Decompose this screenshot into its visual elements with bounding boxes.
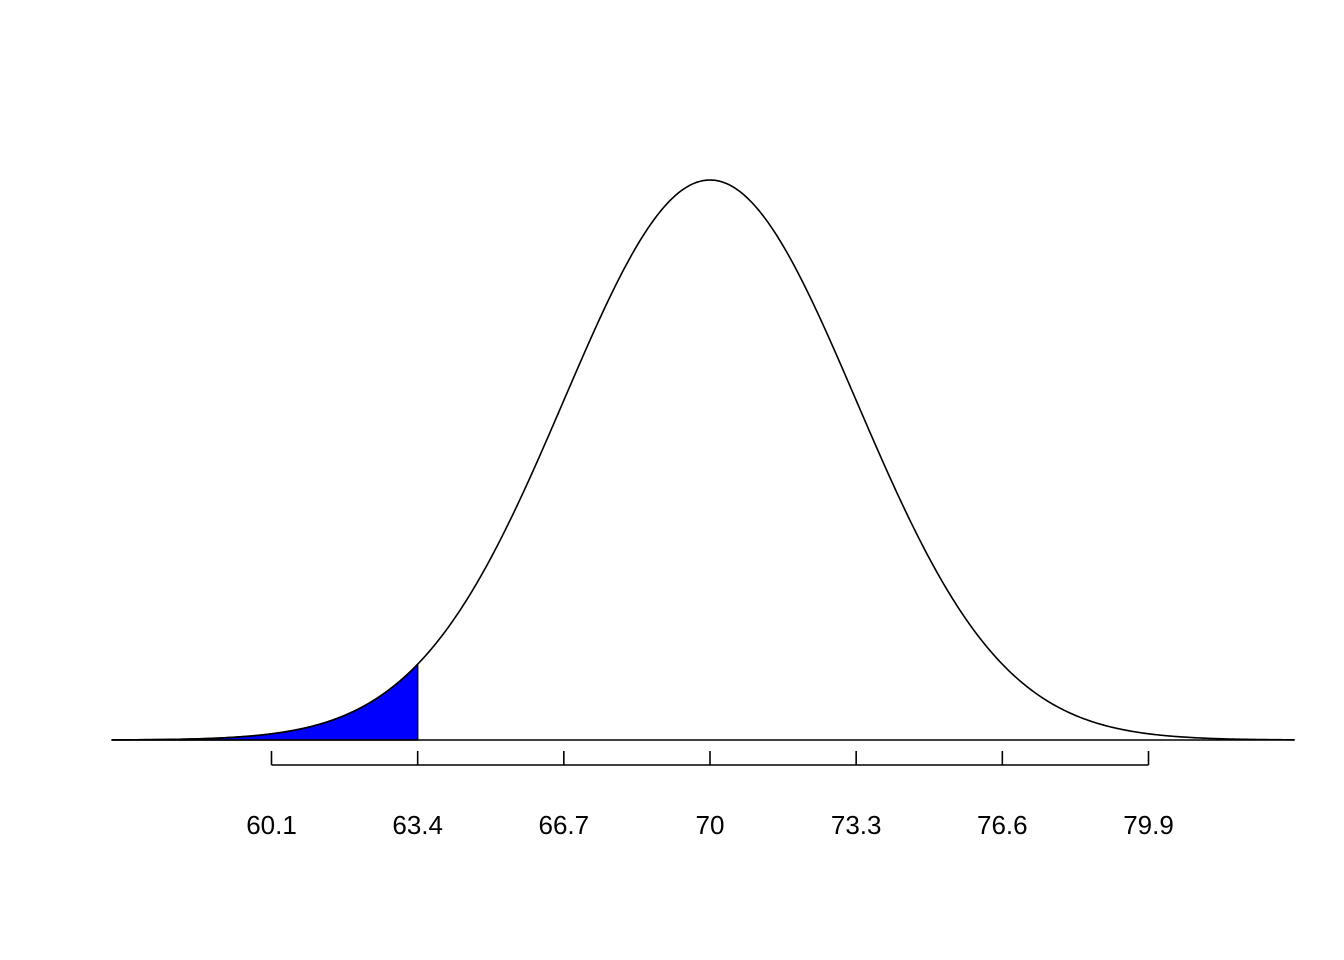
- x-tick-label: 79.9: [1123, 810, 1174, 840]
- curve-group: [112, 179, 1295, 741]
- x-axis: 60.1 63.4 66.7 70 73.3 76.6 79.9: [246, 751, 1174, 840]
- x-tick-label: 60.1: [246, 810, 297, 840]
- density-curve: [112, 179, 1295, 741]
- x-tick-label: 66.7: [539, 810, 590, 840]
- x-tick-label: 63.4: [392, 810, 443, 840]
- x-tick-label: 70: [696, 810, 725, 840]
- x-tick-label: 73.3: [831, 810, 882, 840]
- x-tick-label: 76.6: [977, 810, 1028, 840]
